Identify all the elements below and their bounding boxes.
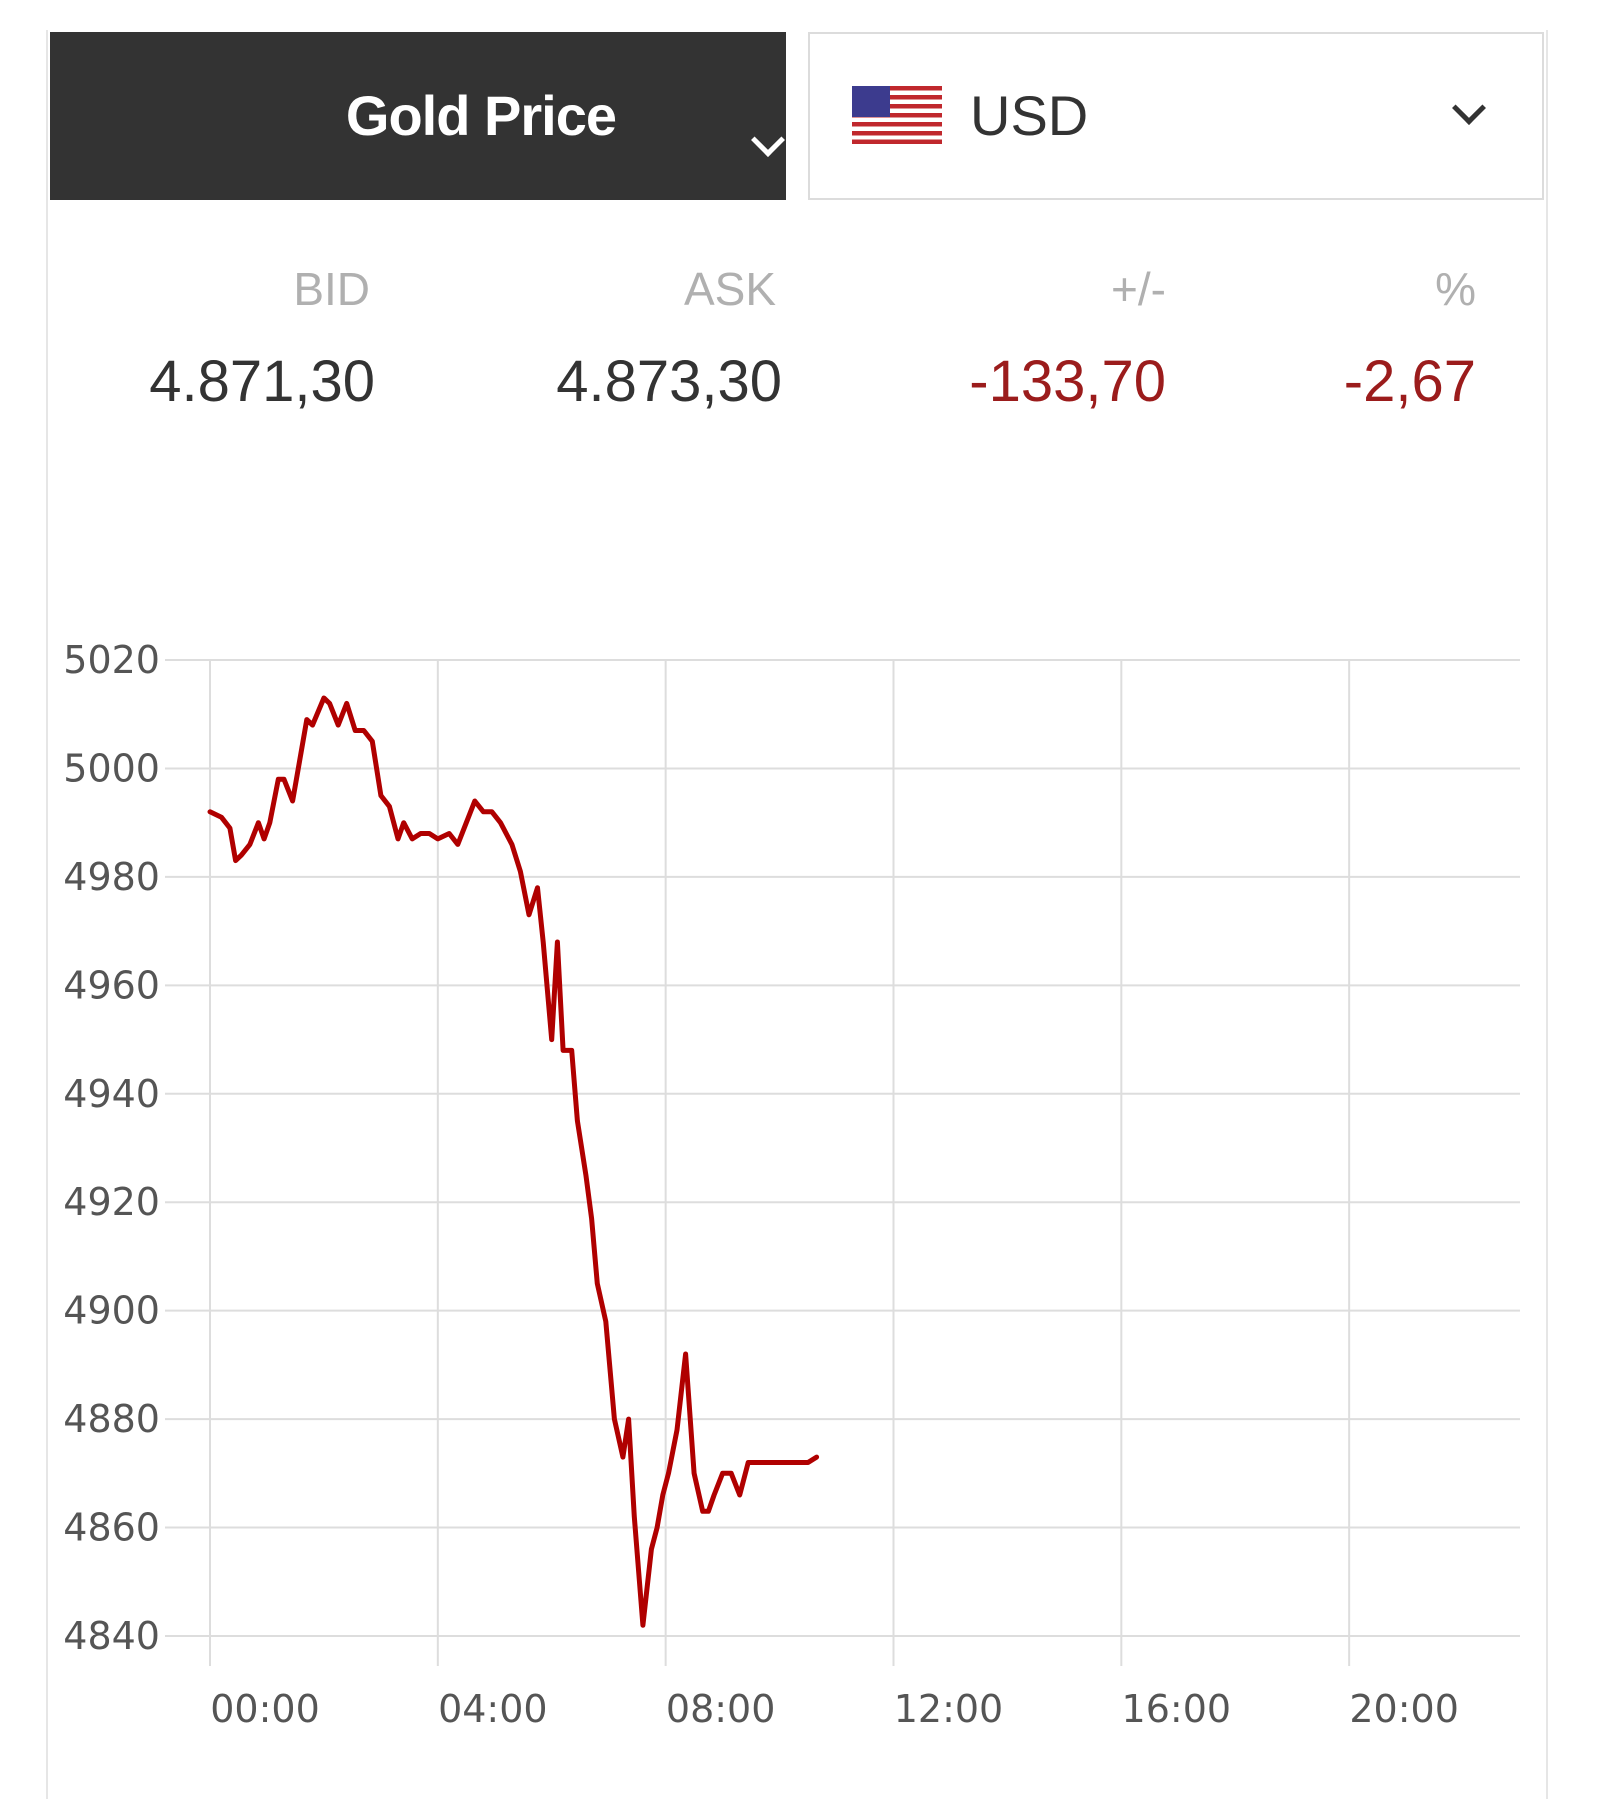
change-header: +/- <box>1111 263 1166 315</box>
x-tick-label: 12:00 <box>894 1687 1004 1731</box>
price-line <box>207 695 820 1628</box>
x-tick-label: 04:00 <box>438 1687 548 1731</box>
y-tick-label: 5000 <box>63 746 160 790</box>
percent-value: -2,67 <box>1343 349 1476 414</box>
x-tick-label: 16:00 <box>1122 1687 1232 1731</box>
y-tick-label: 4920 <box>63 1180 160 1224</box>
y-tick-label: 4940 <box>63 1072 160 1116</box>
x-tick-label: 00:00 <box>210 1687 320 1731</box>
ask-value: 4.873,30 <box>556 349 782 414</box>
ask-header: ASK <box>683 263 776 315</box>
y-tick-label: 4900 <box>63 1289 160 1333</box>
bid-header: BID <box>293 263 370 315</box>
metal-dropdown-label: Gold Price <box>345 84 617 147</box>
bid-value: 4.871,30 <box>149 349 375 414</box>
x-tick-label: 08:00 <box>666 1687 776 1731</box>
y-tick-label: 4980 <box>63 855 160 899</box>
percent-header: % <box>1435 263 1476 315</box>
metal-dropdown[interactable]: Gold Price <box>50 32 786 200</box>
us-flag-icon <box>852 86 942 144</box>
x-tick-label: 20:00 <box>1349 1687 1459 1731</box>
y-tick-label: 4840 <box>63 1614 160 1658</box>
change-value: -133,70 <box>969 349 1166 414</box>
currency-dropdown[interactable]: USD <box>808 32 1544 200</box>
y-tick-label: 4880 <box>63 1397 160 1441</box>
y-tick-label: 5020 <box>63 638 160 682</box>
currency-dropdown-label: USD <box>970 84 1089 147</box>
quote-panel <box>46 30 1548 1799</box>
y-tick-label: 4960 <box>63 963 160 1007</box>
y-tick-label: 4860 <box>63 1506 160 1550</box>
